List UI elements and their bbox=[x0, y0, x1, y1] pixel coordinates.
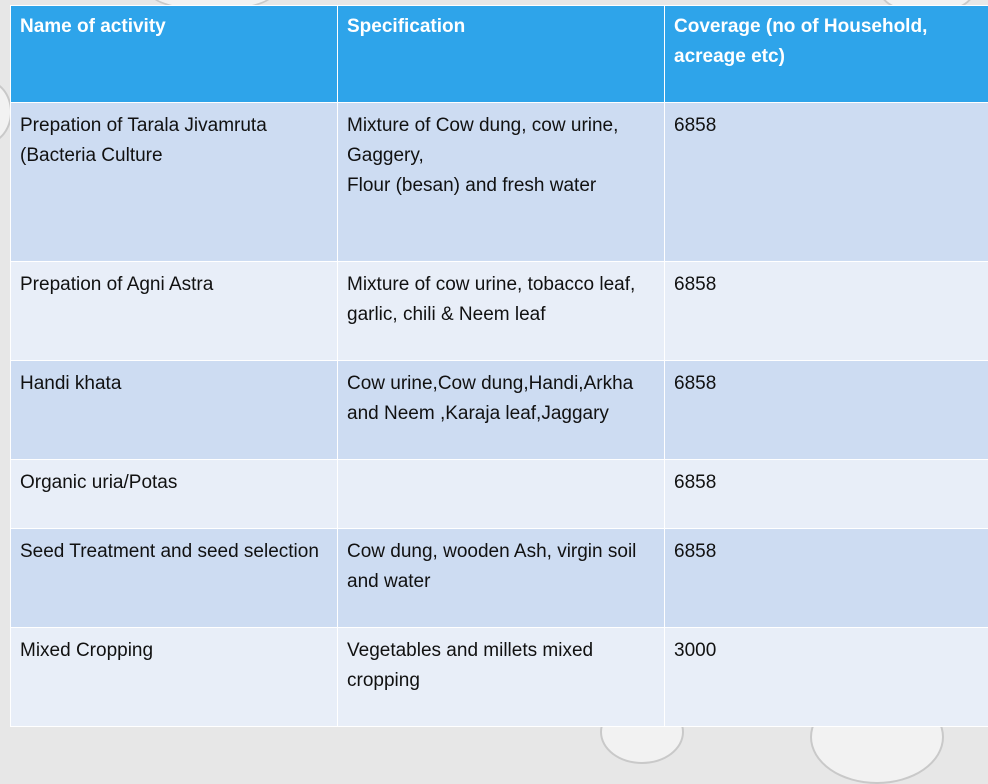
specification-cell bbox=[338, 460, 665, 529]
header-specification: Specification bbox=[338, 6, 665, 103]
activity-cell: Handi khata bbox=[11, 361, 338, 460]
coverage-cell: 3000 bbox=[665, 628, 988, 727]
table-row: Prepation of Tarala Jivamruta (Bacteria … bbox=[11, 103, 988, 262]
table-row: Mixed Cropping Vegetables and millets mi… bbox=[11, 628, 988, 727]
table-row: Seed Treatment and seed selection Cow du… bbox=[11, 529, 988, 628]
activity-cell: Prepation of Agni Astra bbox=[11, 262, 338, 361]
activity-table: Name of activity Specification Coverage … bbox=[10, 5, 988, 727]
activity-cell: Seed Treatment and seed selection bbox=[11, 529, 338, 628]
specification-cell: Cow dung, wooden Ash, virgin soil and wa… bbox=[338, 529, 665, 628]
activity-cell: Organic uria/Potas bbox=[11, 460, 338, 529]
table-header: Name of activity Specification Coverage … bbox=[11, 6, 988, 103]
coverage-cell: 6858 bbox=[665, 529, 988, 628]
coverage-cell: 6858 bbox=[665, 460, 988, 529]
coverage-cell: 6858 bbox=[665, 361, 988, 460]
table-row: Prepation of Agni Astra Mixture of cow u… bbox=[11, 262, 988, 361]
activity-cell: Prepation of Tarala Jivamruta (Bacteria … bbox=[11, 103, 338, 262]
specification-cell: Cow urine,Cow dung,Handi,Arkha and Neem … bbox=[338, 361, 665, 460]
table-row: Organic uria/Potas 6858 bbox=[11, 460, 988, 529]
table-row: Handi khata Cow urine,Cow dung,Handi,Ark… bbox=[11, 361, 988, 460]
header-coverage: Coverage (no of Household, acreage etc) bbox=[665, 6, 988, 103]
coverage-cell: 6858 bbox=[665, 262, 988, 361]
specification-cell: Vegetables and millets mixed cropping bbox=[338, 628, 665, 727]
specification-cell: Mixture of cow urine, tobacco leaf, garl… bbox=[338, 262, 665, 361]
header-row: Name of activity Specification Coverage … bbox=[11, 6, 988, 103]
activity-cell: Mixed Cropping bbox=[11, 628, 338, 727]
table-body: Prepation of Tarala Jivamruta (Bacteria … bbox=[11, 103, 988, 727]
header-name-of-activity: Name of activity bbox=[11, 6, 338, 103]
coverage-cell: 6858 bbox=[665, 103, 988, 262]
specification-cell: Mixture of Cow dung, cow urine, Gaggery,… bbox=[338, 103, 665, 262]
